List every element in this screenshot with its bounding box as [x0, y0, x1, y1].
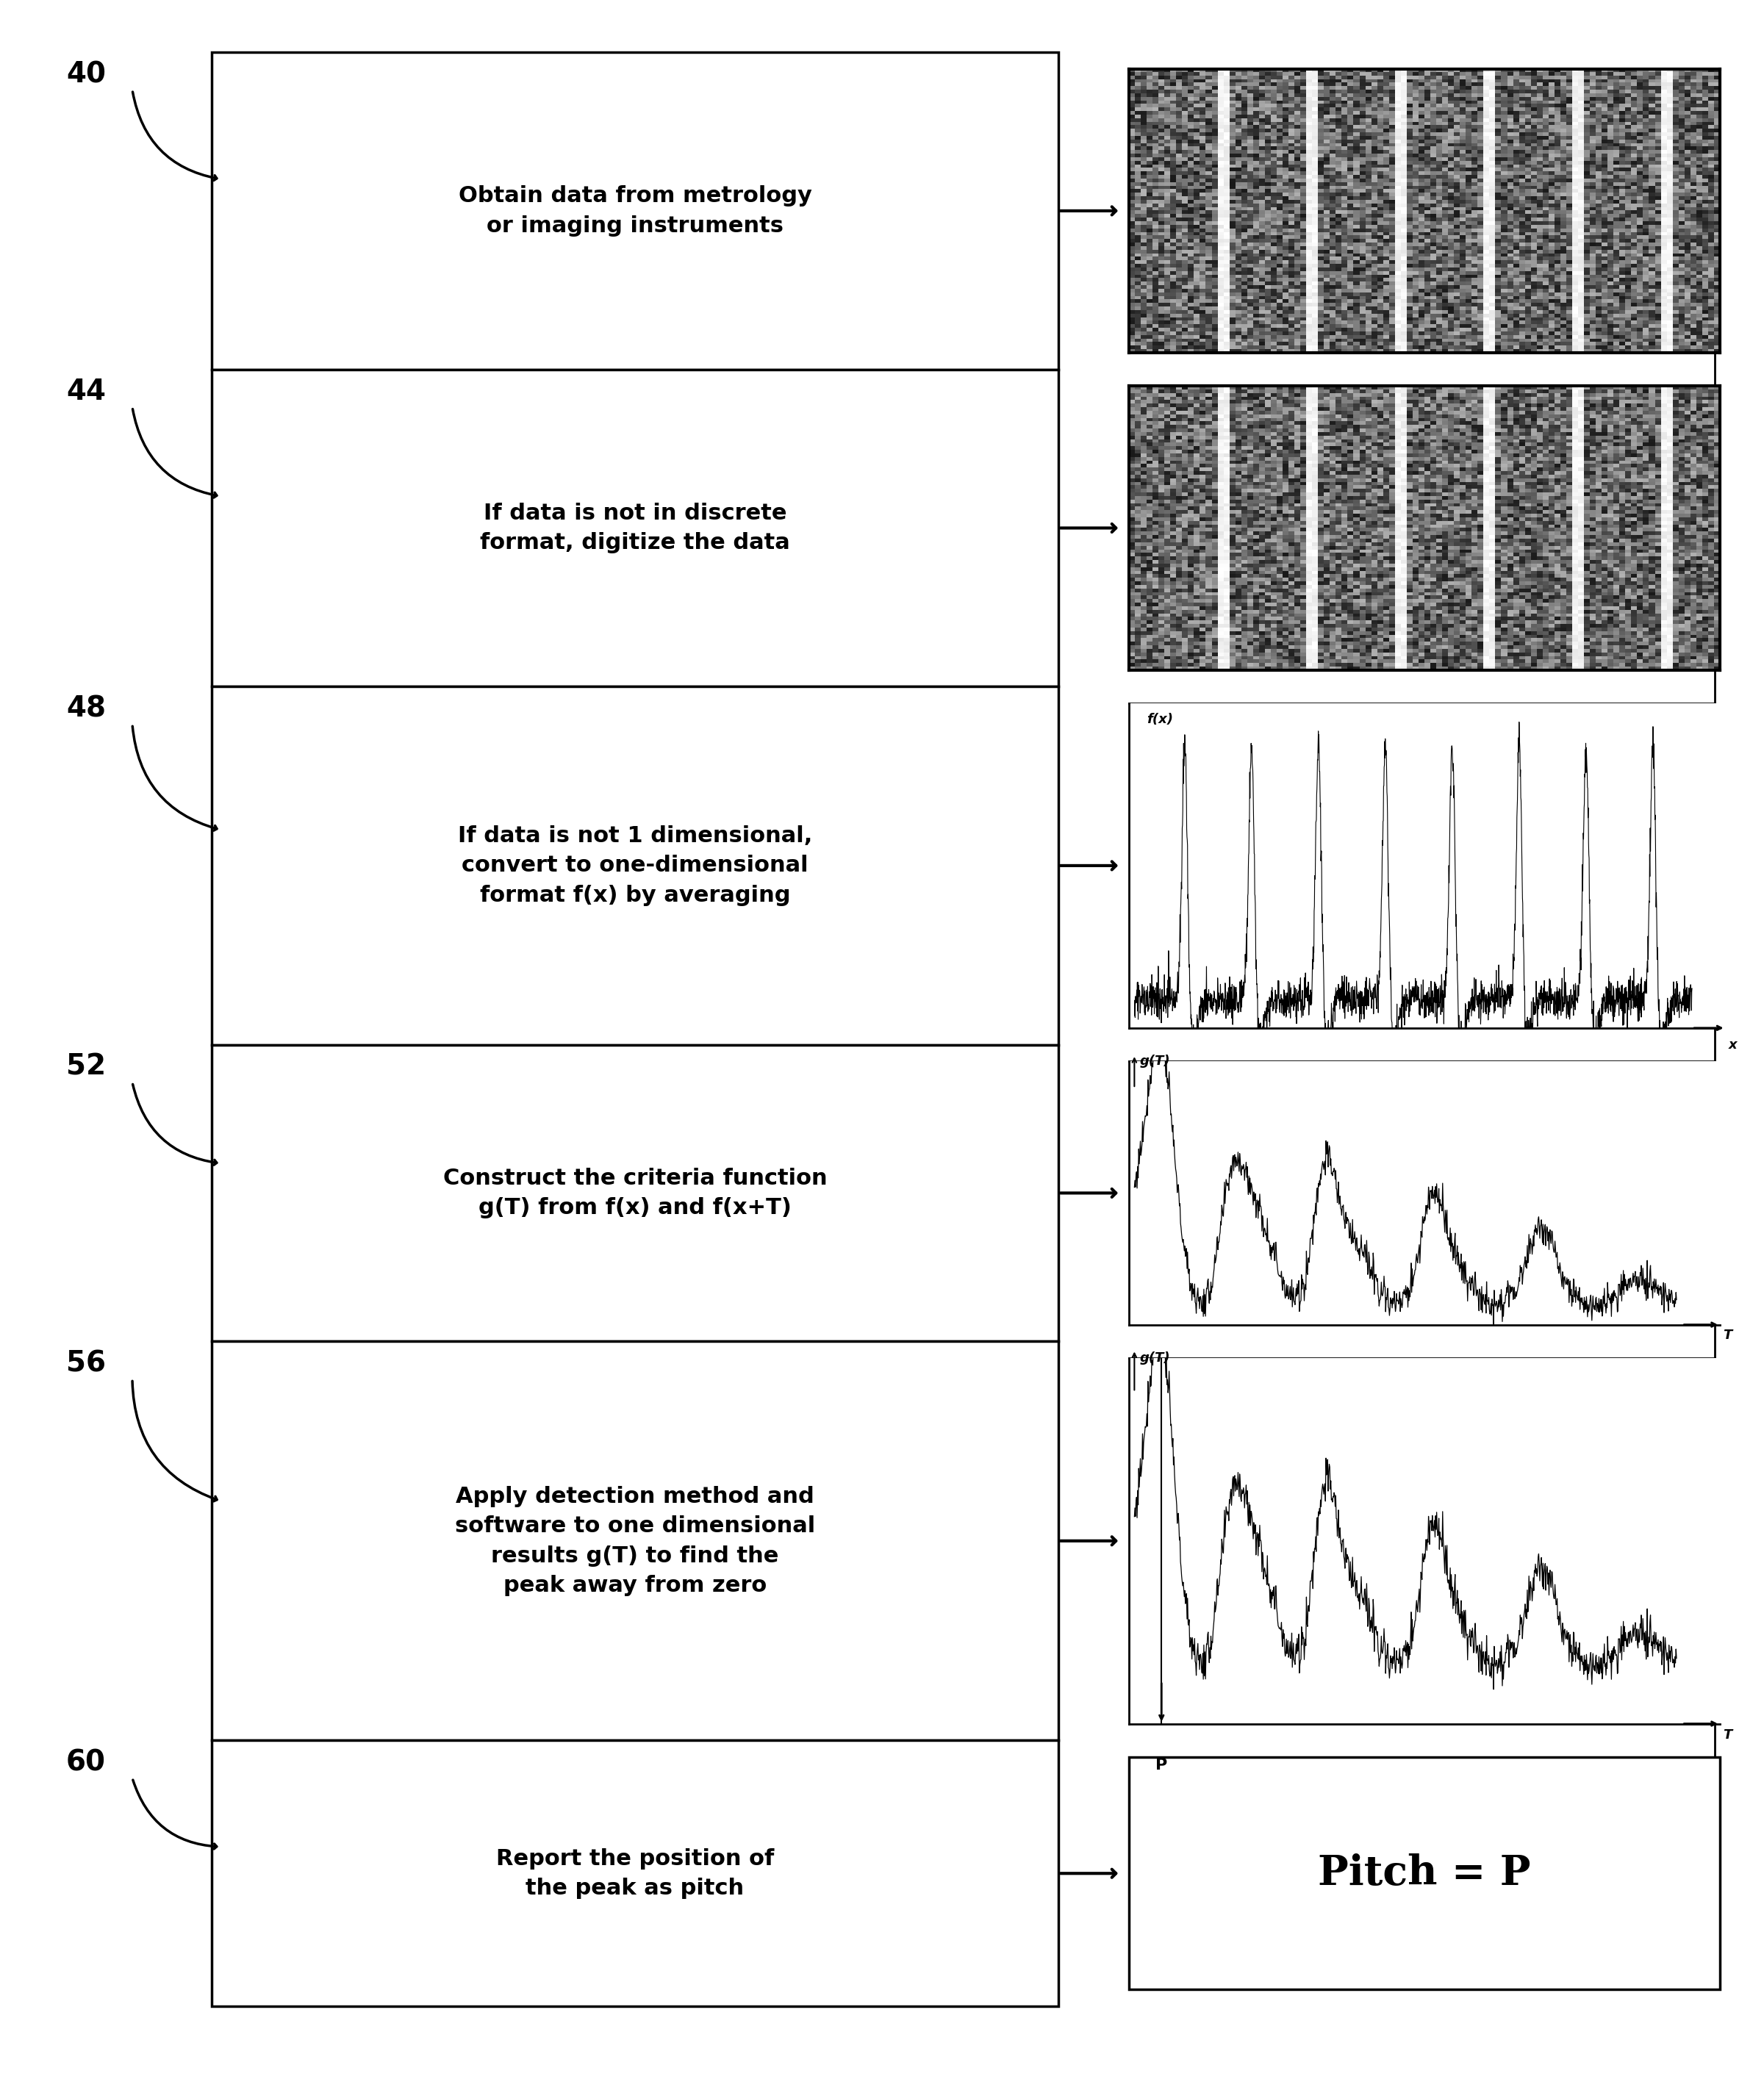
Bar [212, 1741, 1058, 2006]
Text: T: T [1723, 1329, 1732, 1342]
Bar [212, 370, 1058, 688]
Text: Report the position of
the peak as pitch: Report the position of the peak as pitch [496, 1848, 774, 1900]
Text: 44: 44 [67, 378, 106, 405]
Text: g(T): g(T) [1140, 1352, 1170, 1365]
Text: Pitch = P: Pitch = P [1318, 1854, 1531, 1894]
Bar [212, 52, 1058, 370]
Bar [212, 1342, 1058, 1741]
Bar [212, 1045, 1058, 1342]
Text: Obtain data from metrology
or imaging instruments: Obtain data from metrology or imaging in… [459, 186, 811, 236]
Text: If data is not in discrete
format, digitize the data: If data is not in discrete format, digit… [480, 502, 790, 554]
Text: If data is not 1 dimensional,
convert to one-dimensional
format f(x) by averagin: If data is not 1 dimensional, convert to… [459, 826, 811, 907]
Text: 40: 40 [67, 61, 106, 88]
Text: Construct the criteria function
g(T) from f(x) and f(x+T): Construct the criteria function g(T) fro… [443, 1168, 827, 1218]
Text: 52: 52 [65, 1053, 106, 1081]
Bar [1129, 1758, 1720, 1990]
Text: P: P [1155, 1758, 1168, 1772]
Text: 48: 48 [67, 696, 106, 723]
Text: 56: 56 [67, 1350, 106, 1377]
Text: g(T): g(T) [1140, 1055, 1170, 1068]
Text: T: T [1723, 1728, 1732, 1741]
Text: f(x): f(x) [1147, 713, 1173, 725]
Text: x: x [1729, 1039, 1738, 1051]
Text: Apply detection method and
software to one dimensional
results g(T) to find the
: Apply detection method and software to o… [455, 1486, 815, 1597]
Bar [212, 688, 1058, 1045]
Text: 60: 60 [67, 1749, 106, 1777]
